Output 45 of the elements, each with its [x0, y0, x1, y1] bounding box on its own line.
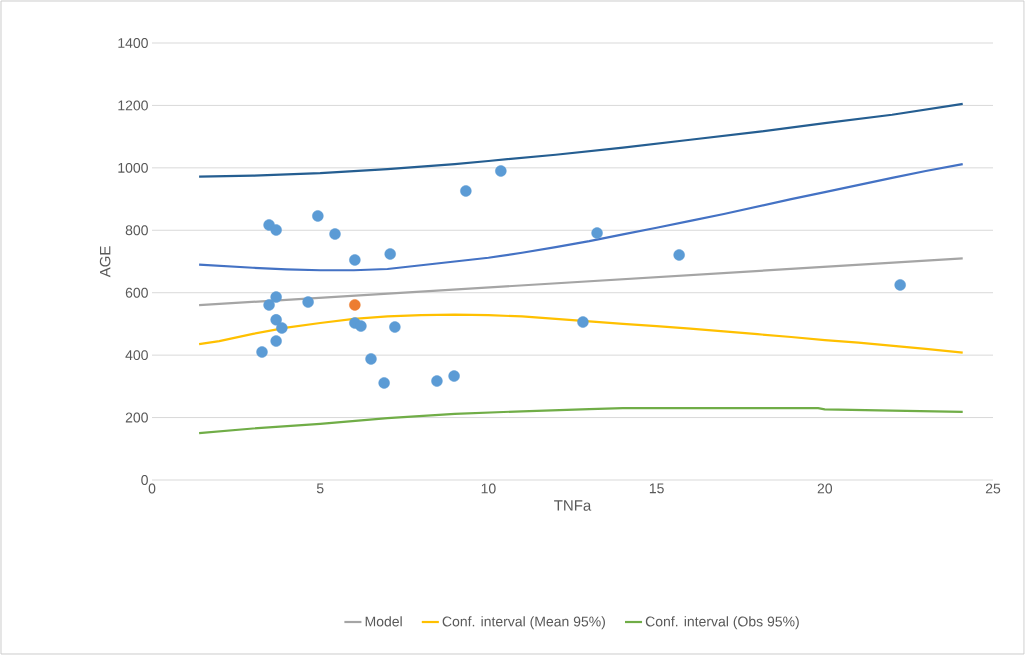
x-tick-label: 5: [316, 483, 324, 494]
point: [270, 335, 282, 347]
point: [276, 322, 288, 334]
y-tick-label: 800: [125, 225, 148, 236]
point: [448, 370, 460, 382]
point: [384, 248, 396, 260]
point: [355, 320, 367, 332]
x-tick-label: 25: [985, 483, 1001, 494]
point: [256, 346, 268, 358]
point: [349, 299, 361, 311]
y-tick-label: 1000: [118, 162, 148, 173]
point: [591, 227, 603, 239]
x-tick-label: 15: [649, 483, 664, 494]
legend-label: Model: [365, 616, 402, 627]
point: [270, 314, 282, 326]
point: [329, 228, 341, 240]
y-tick-label: 200: [125, 412, 148, 423]
point: [378, 377, 390, 389]
point: [263, 299, 275, 311]
y-tick-label: 0: [141, 475, 148, 485]
point: [270, 224, 282, 236]
point: [302, 296, 314, 308]
x-tick-label: 20: [817, 483, 833, 494]
y-tick-label: 600: [125, 287, 148, 298]
point: [460, 185, 472, 197]
point: [577, 316, 589, 328]
x-tick-label: 10: [481, 483, 496, 494]
x-tick-label: 0: [148, 483, 156, 494]
point: [349, 254, 361, 266]
point: [365, 353, 377, 365]
point: [673, 249, 685, 261]
y-tick-label: 400: [125, 350, 148, 361]
y-tick-label: 1400: [118, 38, 148, 48]
point: [431, 375, 443, 387]
x-axis-title: TNFa: [554, 500, 592, 511]
point: [495, 165, 507, 177]
legend-label: Conf. interval (Obs 95%): [645, 616, 799, 630]
point: [312, 210, 324, 222]
point: [270, 291, 282, 303]
line-series: [198, 102, 964, 178]
point: [389, 321, 401, 333]
y-tick-label: 1200: [118, 100, 148, 111]
y-axis-title: AGE: [99, 246, 111, 278]
legend-label: Conf. interval (Mean 95%): [442, 616, 605, 630]
point: [894, 279, 906, 291]
